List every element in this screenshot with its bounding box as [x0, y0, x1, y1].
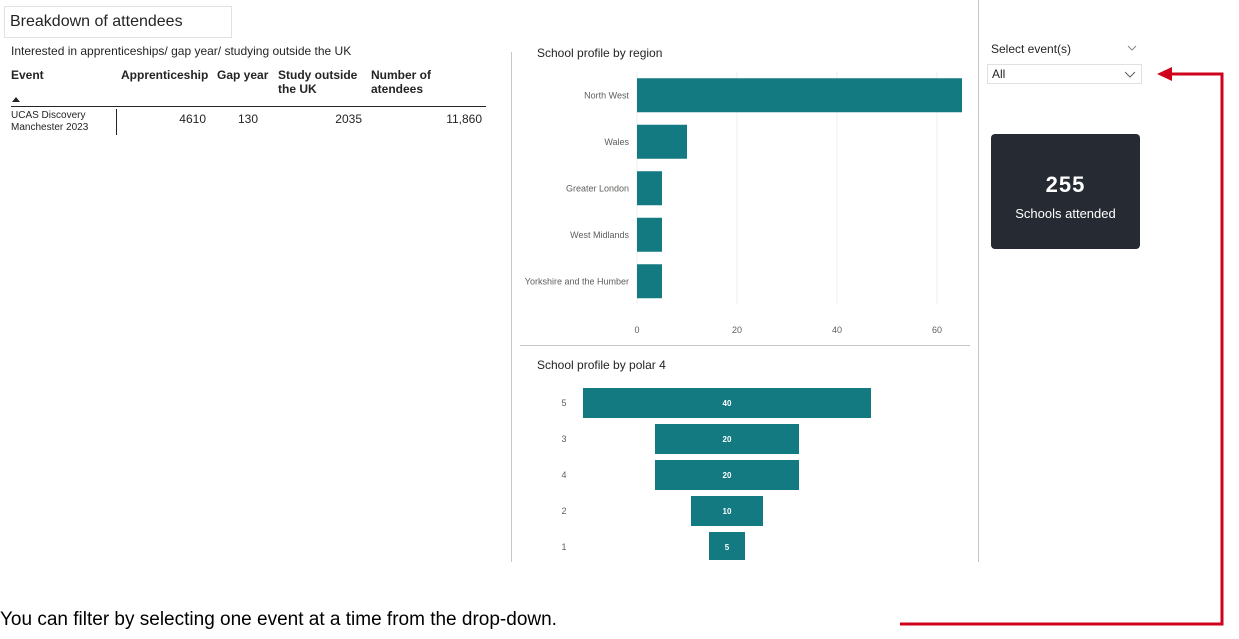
category-label: Yorkshire and the Humber	[525, 276, 629, 286]
x-tick-label: 40	[832, 325, 842, 335]
region-bar	[637, 124, 687, 159]
col-header-study-outside[interactable]: Study outside the UK	[278, 68, 357, 96]
sort-ascending-icon	[12, 97, 20, 102]
polar-chart-title: School profile by polar 4	[537, 358, 666, 372]
funnel-bar	[655, 460, 799, 490]
x-tick-label: 60	[932, 325, 942, 335]
cell-event-line1: UCAS Discovery	[11, 110, 86, 121]
x-tick-label: 0	[634, 325, 639, 335]
category-label: North West	[584, 90, 629, 100]
cell-apprenticeship: 4610	[179, 112, 206, 126]
data-label: 10	[723, 507, 732, 516]
section-divider-left	[511, 52, 512, 562]
filter-label: Select event(s)	[991, 42, 1072, 56]
cell-event-line2: Manchester 2023	[11, 122, 89, 133]
col-header-attendees-line1: Number of	[371, 68, 431, 82]
table-row[interactable]: UCAS Discovery Manchester 2023	[11, 110, 88, 134]
col-header-apprenticeship[interactable]: Apprenticeship	[121, 68, 209, 82]
data-label: 40	[723, 399, 732, 408]
category-label: 5	[561, 398, 566, 408]
col-header-study-line1: Study outside	[278, 68, 358, 82]
data-label: 20	[723, 435, 732, 444]
cell-study-outside: 2035	[335, 112, 362, 126]
row-divider	[116, 109, 117, 135]
funnel-bar	[655, 424, 799, 454]
category-label: 1	[561, 542, 566, 552]
data-label: 20	[723, 471, 732, 480]
kpi-label: Schools attended	[1015, 206, 1116, 221]
col-header-study-line2: the UK	[278, 82, 317, 96]
cell-gap-year: 130	[237, 112, 258, 126]
annotation-text: You can filter by selecting one event at…	[0, 609, 557, 630]
report-title: Breakdown of attendees	[4, 6, 232, 38]
region-bar	[637, 171, 662, 206]
x-tick-label: 20	[732, 325, 742, 335]
col-header-event[interactable]: Event	[11, 68, 44, 82]
funnel-bar	[583, 388, 871, 418]
kpi-value: 255	[1045, 172, 1086, 197]
cell-attendees: 11,860	[446, 112, 482, 126]
col-header-gap-year[interactable]: Gap year	[217, 68, 269, 82]
category-label: West Midlands	[570, 230, 629, 240]
region-bar	[637, 264, 662, 299]
chevron-down-icon	[1124, 71, 1136, 78]
data-label: 5	[725, 543, 730, 552]
dropdown-selected-value: All	[992, 67, 1006, 81]
category-label: Wales	[604, 137, 629, 147]
polar-chart: 40 5 20 3 20 4 10 2 5 1	[561, 388, 871, 560]
funnel-bar	[709, 532, 745, 560]
region-bar	[637, 217, 662, 252]
section-divider-right	[978, 0, 979, 562]
category-label: 2	[561, 506, 566, 516]
category-label: 3	[561, 434, 566, 444]
region-bar	[637, 78, 962, 113]
funnel-bar	[691, 496, 763, 526]
chart-divider	[520, 345, 970, 346]
col-header-attendees[interactable]: Number of atendees	[371, 68, 431, 96]
category-label: Greater London	[566, 183, 629, 193]
region-chart: North West Wales Greater London West Midlan…	[525, 72, 962, 335]
category-label: 4	[561, 470, 566, 480]
kpi-card: 255 Schools attended	[991, 134, 1140, 249]
table-header-divider	[11, 106, 486, 107]
col-header-attendees-line2: atendees	[371, 82, 424, 96]
table-caption: Interested in apprenticeships/ gap year/…	[11, 44, 352, 58]
event-select-dropdown[interactable]: All	[987, 64, 1142, 84]
region-chart-title: School profile by region	[537, 46, 663, 60]
collapse-chevron-icon[interactable]	[1127, 44, 1137, 52]
